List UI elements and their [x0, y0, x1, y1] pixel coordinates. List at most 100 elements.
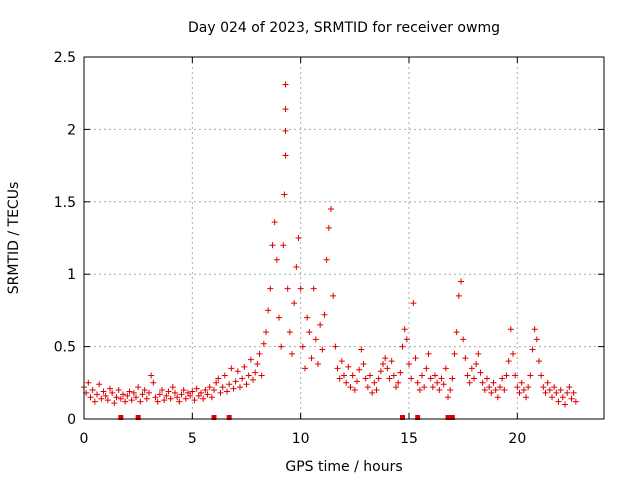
data-point	[189, 388, 196, 395]
data-point	[382, 355, 389, 362]
data-point	[269, 242, 276, 249]
data-point	[239, 375, 246, 382]
data-point	[258, 372, 265, 379]
chart-title: Day 024 of 2023, SRMTID for receiver owm…	[188, 20, 500, 36]
data-point	[354, 378, 360, 385]
data-point	[484, 375, 490, 382]
data-point	[191, 397, 198, 404]
data-point	[323, 256, 330, 263]
data-point	[408, 375, 415, 382]
data-point	[221, 372, 228, 379]
data-point	[176, 398, 183, 405]
data-point	[135, 384, 142, 391]
data-point	[393, 384, 399, 391]
data-point	[338, 358, 345, 365]
data-point	[533, 336, 540, 343]
data-point	[282, 106, 289, 113]
data-point	[546, 387, 553, 394]
data-point	[317, 321, 324, 328]
data-point	[178, 391, 185, 398]
data-point	[479, 379, 486, 386]
data-point	[555, 398, 562, 405]
data-point	[507, 326, 514, 333]
data-point	[388, 358, 395, 365]
data-point	[505, 358, 512, 365]
data-point	[133, 394, 139, 401]
data-point	[232, 378, 239, 385]
baseline-marker	[211, 415, 217, 420]
data-point	[111, 400, 118, 407]
data-point	[295, 235, 302, 241]
data-point	[395, 379, 402, 386]
data-point	[299, 343, 306, 350]
data-point	[289, 350, 295, 357]
data-point	[237, 384, 243, 391]
data-point	[124, 392, 131, 399]
data-point	[293, 263, 300, 270]
data-point	[122, 398, 129, 405]
data-point	[358, 346, 365, 353]
data-point	[542, 389, 549, 396]
data-point	[414, 379, 421, 386]
data-point	[115, 387, 122, 394]
data-point	[146, 389, 152, 396]
data-point	[104, 397, 111, 404]
data-point	[416, 387, 423, 394]
data-point	[241, 363, 248, 370]
data-point	[172, 389, 178, 396]
data-point	[349, 372, 356, 379]
x-axis-label: GPS time / hours	[285, 459, 402, 475]
data-point	[525, 384, 532, 391]
data-point	[98, 395, 105, 402]
data-point	[200, 395, 207, 402]
data-point	[256, 350, 263, 357]
data-point	[527, 372, 534, 379]
data-point	[328, 206, 334, 213]
data-point	[562, 401, 568, 408]
data-point	[315, 360, 321, 367]
data-point	[159, 387, 165, 394]
data-point	[193, 385, 200, 392]
data-point	[263, 329, 269, 336]
data-point	[278, 343, 285, 350]
data-point	[211, 387, 217, 394]
baseline-marker	[226, 415, 232, 420]
data-point	[351, 387, 358, 394]
data-point	[100, 388, 107, 395]
data-point	[538, 372, 545, 379]
data-point	[488, 389, 495, 396]
data-point	[432, 372, 438, 379]
data-point	[362, 375, 369, 382]
data-point	[501, 387, 508, 394]
data-point	[156, 391, 163, 398]
data-point	[544, 379, 551, 386]
data-point	[260, 340, 267, 347]
data-point	[438, 375, 445, 382]
data-point	[360, 360, 367, 367]
data-point	[531, 326, 538, 333]
data-point	[150, 379, 157, 386]
data-point	[137, 398, 144, 405]
data-point	[247, 356, 254, 363]
data-point	[282, 152, 289, 159]
data-point	[559, 394, 566, 401]
data-point	[490, 379, 497, 386]
plot-frame	[83, 56, 605, 420]
data-point	[523, 394, 529, 401]
data-point	[208, 394, 215, 401]
data-point	[412, 355, 419, 362]
data-point	[325, 224, 332, 231]
data-point	[219, 384, 226, 391]
data-point	[281, 191, 288, 198]
data-point	[386, 375, 393, 382]
data-point	[128, 397, 135, 404]
data-point	[406, 360, 412, 367]
data-point	[265, 307, 272, 314]
data-point	[306, 329, 313, 336]
data-point	[356, 366, 363, 373]
data-point	[245, 372, 252, 379]
data-point	[304, 314, 311, 321]
data-point	[187, 392, 194, 399]
data-point	[302, 365, 308, 372]
data-point	[557, 387, 564, 394]
